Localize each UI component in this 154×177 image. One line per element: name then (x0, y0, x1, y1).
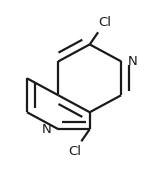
Text: Cl: Cl (98, 16, 111, 29)
Text: Cl: Cl (68, 145, 81, 158)
Text: N: N (128, 55, 138, 68)
Text: N: N (42, 123, 51, 136)
